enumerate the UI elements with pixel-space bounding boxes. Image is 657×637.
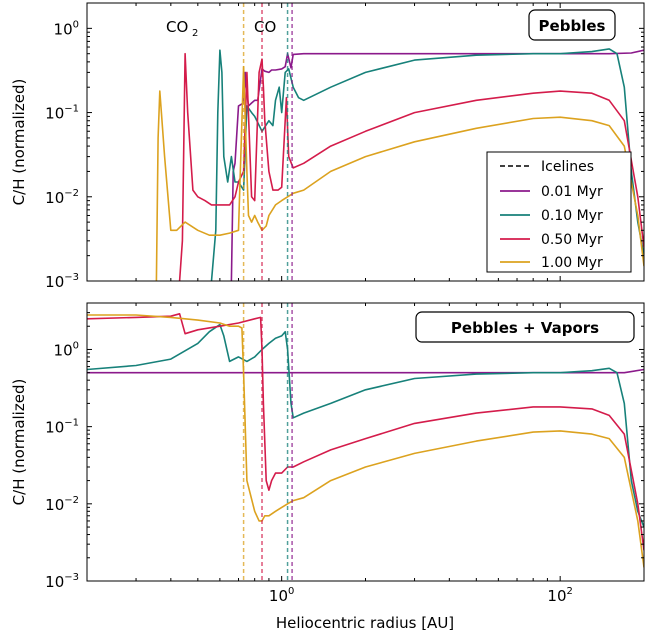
axes-frame-pebbles-vapors	[86, 302, 645, 582]
series-line-1-00-myr	[87, 314, 644, 568]
panel-label-box-pebbles: Pebbles	[528, 9, 616, 41]
y-tick-label: 10−2	[45, 495, 79, 514]
series-line-0-10-myr	[87, 323, 644, 528]
y-tick-label: 10−2	[45, 188, 79, 207]
series-lines-pebbles-vapors	[87, 313, 644, 568]
x-axis-label: Heliocentric radius [AU]	[276, 614, 454, 632]
y-axis-label-pebbles: C/H (normalized)	[10, 79, 28, 206]
y-axis-label-pebbles-vapors: C/H (normalized)	[10, 379, 28, 506]
x-ticks-pebbles-vapors: 100 102	[86, 303, 645, 605]
legend-iceline-label: Icelines	[541, 159, 594, 175]
series-line-0-50-myr	[87, 313, 644, 551]
x-tick-label: 100	[269, 586, 294, 605]
y-ticks-pebbles-vapors: 100 10−1 10−2 10−3	[45, 302, 644, 591]
y-tick-label: 10−1	[45, 418, 79, 437]
legend-frame	[486, 151, 632, 273]
legend-label-001: 0.01 Myr	[541, 184, 603, 200]
y-tick-label: 10−3	[45, 572, 79, 591]
annotation-co2-subscript: 2	[192, 28, 198, 39]
annotation-co: CO	[254, 18, 276, 36]
series-line-0-50-myr	[178, 52, 644, 281]
panel-label-box-pebbles-vapors: Pebbles + Vapors	[415, 311, 635, 343]
y-tick-label: 10−3	[45, 272, 79, 291]
y-tick-label: 10−1	[45, 104, 79, 123]
annotation-co2: CO 2	[166, 18, 198, 39]
x-ticks-pebbles	[86, 3, 645, 281]
y-tick-label: 100	[54, 340, 79, 359]
legend-label-100: 1.00 Myr	[541, 255, 603, 271]
legend: Icelines 0.01 Myr 0.10 Myr 0.50 Myr 1.00…	[486, 151, 632, 273]
annotation-co2-text: CO	[166, 18, 188, 36]
x-tick-label: 102	[547, 586, 572, 605]
panel-label-pebbles-vapors: Pebbles + Vapors	[451, 319, 599, 337]
series-line-0-10-myr	[210, 48, 644, 281]
icelines-pebbles-vapors	[242, 303, 293, 581]
y-tick-label: 100	[54, 19, 79, 38]
legend-label-050: 0.50 Myr	[541, 232, 603, 248]
panel-pebbles: 100 10−1 10−2 10−3 C/H (normalized) Pebbles…	[10, 2, 645, 291]
series-line-1-00-myr	[155, 65, 644, 281]
series-lines-pebbles	[155, 48, 644, 281]
icelines-pebbles	[242, 3, 293, 281]
panel-label-pebbles: Pebbles	[539, 17, 606, 35]
series-line-0-01-myr	[87, 368, 644, 374]
legend-label-010: 0.10 Myr	[541, 208, 603, 224]
y-ticks-pebbles: 100 10−1 10−2 10−3	[45, 2, 644, 291]
